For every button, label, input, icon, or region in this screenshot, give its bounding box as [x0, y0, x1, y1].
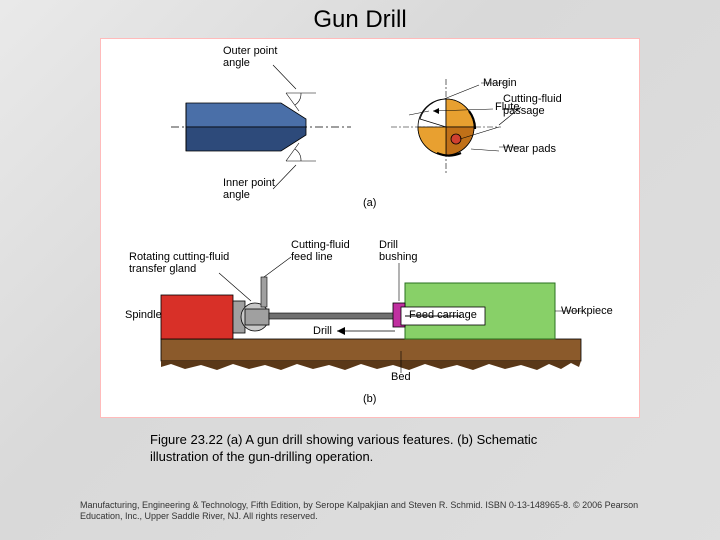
right-leaders — [471, 73, 551, 193]
label-workpiece: Workpiece — [561, 305, 613, 317]
label-spindle: Spindle — [125, 309, 162, 321]
label-drill: Drill — [313, 325, 332, 337]
label-bed: Bed — [391, 371, 411, 383]
figure-container: Outer point angle Inner point angle Marg… — [100, 38, 640, 418]
label-part-a: (a) — [363, 197, 376, 209]
label-part-b: (b) — [363, 393, 376, 405]
label-rotating-gland: Rotating cutting-fluid transfer gland — [129, 251, 229, 275]
page-title: Gun Drill — [0, 0, 720, 34]
label-drill-bushing: Drill bushing — [379, 239, 418, 263]
diagram-b — [101, 219, 641, 419]
figure-caption: Figure 23.22 (a) A gun drill showing var… — [150, 432, 590, 466]
label-outer-point: Outer point angle — [223, 45, 277, 69]
label-inner-point: Inner point angle — [223, 177, 275, 201]
label-feed-carriage: Feed carriage — [409, 309, 477, 321]
label-cutting-fluid-feed: Cutting-fluid feed line — [291, 239, 350, 263]
footer-credit: Manufacturing, Engineering & Technology,… — [80, 500, 640, 522]
